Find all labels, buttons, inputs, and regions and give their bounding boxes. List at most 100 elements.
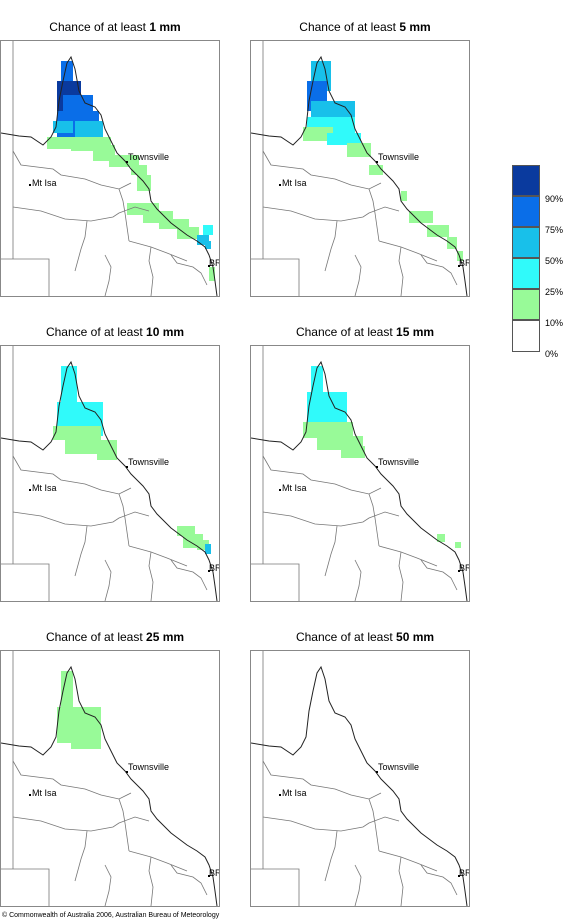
state-border: [262, 150, 382, 190]
probability-area: [197, 540, 209, 550]
title-amount: 50 mm: [396, 630, 435, 644]
state-border: [170, 864, 208, 896]
state-border: [262, 206, 400, 222]
place-label-mt-isa: Mt Isa: [32, 788, 57, 798]
legend-label: 25%: [545, 287, 564, 297]
state-border: [324, 220, 338, 272]
state-border: [128, 850, 188, 872]
state-border: [148, 246, 154, 296]
state-border: [420, 559, 458, 591]
probability-area: [327, 133, 361, 145]
title-prefix: Chance of at least: [45, 630, 147, 644]
map-graphic: [1, 346, 218, 601]
legend-label: 10%: [545, 318, 564, 328]
place-label-townsville: Townsville: [128, 457, 170, 467]
map-graphic: [1, 651, 218, 906]
panel-title-1mm: Chance of at least 1 mm: [0, 20, 230, 34]
place-label-bris: BRIS: [209, 868, 219, 878]
place-marker: [458, 265, 460, 267]
probability-area: [177, 227, 199, 239]
place-label-bris: BRIS: [209, 258, 219, 268]
map-graphic: [251, 651, 468, 906]
probability-area: [209, 267, 215, 281]
place-label-bris: BRIS: [459, 258, 469, 268]
place-marker: [126, 771, 128, 773]
coastline: [1, 665, 218, 906]
coastline: [1, 55, 218, 296]
coastline: [1, 360, 218, 601]
probability-area: [409, 211, 433, 223]
probability-area: [447, 237, 457, 249]
map-graphic: [251, 41, 468, 296]
map-1mm: Townsville Mt Isa BRIS: [0, 40, 220, 297]
probability-area: [369, 165, 383, 175]
probability-area: [311, 366, 323, 396]
map-10mm: Townsville Mt Isa BRIS: [0, 345, 220, 602]
probability-area: [177, 526, 195, 536]
place-label-townsville: Townsville: [128, 762, 170, 772]
state-border: [251, 563, 300, 601]
state-border: [12, 760, 132, 800]
probability-area: [427, 225, 449, 237]
state-border: [378, 240, 438, 262]
state-border: [12, 455, 132, 495]
legend-swatch-90: [512, 165, 540, 196]
state-border: [398, 246, 404, 296]
state-border: [1, 563, 50, 601]
state-border: [324, 830, 338, 882]
map-50mm: Townsville Mt Isa BRIS: [250, 650, 470, 907]
copyright-notice: © Commonwealth of Australia 2006, Austra…: [2, 912, 220, 919]
state-border: [368, 493, 380, 547]
coastline: [251, 665, 468, 906]
coastline: [251, 55, 468, 296]
state-border: [354, 559, 362, 601]
probability-area: [109, 155, 139, 167]
probability-area: [437, 534, 445, 542]
state-border: [354, 254, 362, 296]
state-border: [398, 551, 404, 601]
state-border: [398, 856, 404, 906]
place-marker: [208, 265, 210, 267]
state-border: [262, 455, 382, 495]
state-border: [170, 254, 208, 286]
legend-label: 90%: [545, 194, 564, 204]
state-border: [12, 150, 132, 190]
probability-area: [53, 121, 73, 133]
state-border: [324, 525, 338, 577]
state-border: [104, 864, 112, 906]
probability-area: [341, 446, 365, 458]
legend-swatch-50: [512, 227, 540, 258]
state-border: [12, 206, 150, 222]
coastline: [251, 360, 468, 601]
legend-swatch-10: [512, 289, 540, 320]
probability-area: [159, 219, 189, 229]
panel-title-25mm: Chance of at least 25 mm: [0, 630, 230, 644]
probability-area: [303, 127, 333, 141]
state-border: [1, 868, 50, 906]
place-marker: [376, 161, 378, 163]
state-border: [378, 850, 438, 872]
place-label-bris: BRIS: [459, 563, 469, 573]
title-amount: 1 mm: [149, 20, 181, 34]
legend-label: 50%: [545, 256, 564, 266]
place-marker: [458, 570, 460, 572]
title-prefix: Chance of at least: [295, 325, 397, 339]
legend-swatch-0: [512, 320, 540, 352]
probability-area: [457, 251, 463, 261]
title-amount: 25 mm: [146, 630, 185, 644]
state-border: [148, 551, 154, 601]
probability-area: [61, 671, 73, 711]
map-25mm: Townsville Mt Isa BRIS: [0, 650, 220, 907]
place-marker: [126, 466, 128, 468]
title-prefix: Chance of at least: [45, 325, 147, 339]
place-marker: [376, 771, 378, 773]
state-border: [74, 220, 88, 272]
state-border: [251, 868, 300, 906]
place-marker: [376, 466, 378, 468]
map-15mm: Townsville Mt Isa BRIS: [250, 345, 470, 602]
state-border: [118, 493, 130, 547]
panel-title-10mm: Chance of at least 10 mm: [0, 325, 230, 339]
place-label-bris: BRIS: [209, 563, 219, 573]
title-prefix: Chance of at least: [299, 20, 400, 34]
state-border: [74, 830, 88, 882]
